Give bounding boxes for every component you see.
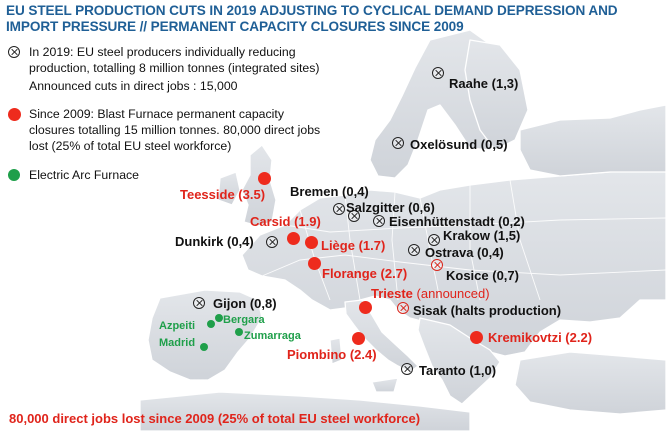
- salzgitter-label: Salzgitter (0,6): [346, 200, 435, 215]
- kosice-marker: [431, 259, 443, 271]
- trieste-note: (announced): [416, 286, 490, 301]
- florange-marker: [308, 257, 321, 270]
- taranto-marker: [401, 363, 413, 375]
- gijon-label: Gijon (0,8): [213, 296, 277, 311]
- sisak-marker: [397, 302, 409, 314]
- legend-eaf-label: Electric Arc Furnace: [29, 168, 140, 182]
- raahe-marker: [432, 67, 444, 79]
- azpeiti-marker: [207, 320, 215, 328]
- salzgitter-marker: [348, 210, 360, 222]
- bremen-label: Bremen (0,4): [290, 184, 369, 199]
- blast-furnace-closure-icon: [8, 108, 21, 121]
- dunkirk-label: Dunkirk (0,4): [175, 234, 254, 249]
- legend-closures-line3: lost (25% of total EU steel workforce): [29, 139, 232, 153]
- sisak-label: Sisak (halts production): [413, 303, 562, 318]
- krakow-label: Krakow (1,5): [443, 228, 521, 243]
- madrid-marker: [200, 343, 208, 351]
- piombino-marker: [352, 332, 365, 345]
- ireland-land: [217, 171, 241, 206]
- legend-closures-line2: closures totalling 15 million tonnes. 80…: [29, 123, 321, 137]
- azpeiti-label: Azpeiti: [159, 320, 196, 332]
- eisenhuttenstadt-label: Eisenhüttenstadt (0,2): [389, 214, 525, 229]
- madrid-label: Madrid: [159, 337, 196, 349]
- carsid-label: Carsid (1.9): [250, 214, 321, 229]
- electric-arc-furnace-icon: [8, 169, 20, 181]
- krakow-marker: [428, 234, 440, 246]
- legend-cuts-line2: production, totalling 8 million tonnes (…: [29, 61, 320, 75]
- legend-cuts-line1: In 2019: EU steel producers individually…: [29, 45, 296, 59]
- oxelosund-label: Oxelösund (0,5): [410, 137, 508, 152]
- legend-cuts-line3: Announced cuts in direct jobs : 15,000: [29, 79, 238, 93]
- iberia-land: [147, 289, 263, 381]
- florange-label: Florange (2.7): [322, 266, 408, 281]
- liege-label: Liège (1.7): [321, 238, 386, 253]
- finland-land: [464, 39, 529, 151]
- bremen-marker: [333, 203, 345, 215]
- legend-closures-line1: Since 2009: Blast Furnace permanent capa…: [29, 107, 284, 121]
- zumarraga-marker: [235, 328, 243, 336]
- north-africa-land: [139, 391, 471, 431]
- trieste-marker: [359, 301, 372, 314]
- bergara-marker: [215, 314, 223, 322]
- kosice-label: Kosice (0,7): [446, 268, 519, 283]
- anatolia-land: [514, 351, 666, 415]
- eisenhuttenstadt-marker: [373, 215, 385, 227]
- raahe-label: Raahe (1,3): [449, 76, 519, 91]
- kremikovtzi-label: Kremikovtzi (2.2): [488, 330, 593, 345]
- gijon-marker: [193, 297, 205, 309]
- production-cut-icon: [8, 46, 20, 58]
- ostrava-label: Ostrava (0,4): [425, 245, 504, 260]
- liege-marker: [305, 236, 318, 249]
- bergara-label: Bergara: [223, 314, 265, 326]
- uk-land: [241, 144, 277, 227]
- zumarraga-label: Zumarraga: [244, 330, 301, 342]
- carsid-marker: [287, 232, 300, 245]
- baltic-land: [519, 104, 666, 177]
- trieste-name: Trieste: [371, 286, 413, 301]
- teesside-marker: [258, 172, 271, 185]
- teesside-label: Teesside (3.5): [180, 187, 266, 202]
- piombino-label: Piombino (2.4): [287, 347, 377, 362]
- trieste-label: Trieste (announced): [371, 286, 490, 301]
- oxelosund-marker: [392, 137, 404, 149]
- sicily-land: [371, 377, 399, 393]
- country-borders: [261, 179, 666, 301]
- dunkirk-marker: [266, 236, 278, 248]
- taranto-label: Taranto (1,0): [419, 363, 497, 378]
- sardinia-land: [329, 337, 343, 365]
- map-title: EU STEEL PRODUCTION CUTS IN 2019 ADJUSTI…: [6, 3, 618, 34]
- kremikovtzi-marker: [470, 331, 483, 344]
- footer-note: 80,000 direct jobs lost since 2009 (25% …: [9, 411, 421, 426]
- ostrava-marker: [408, 244, 420, 256]
